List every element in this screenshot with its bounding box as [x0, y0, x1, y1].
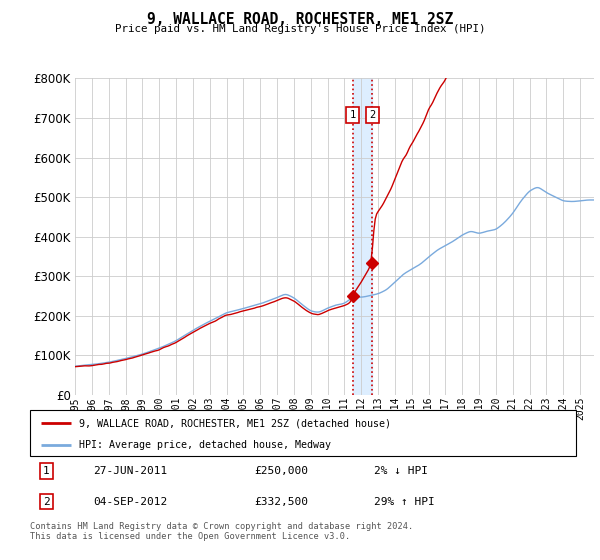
Text: Price paid vs. HM Land Registry's House Price Index (HPI): Price paid vs. HM Land Registry's House …	[115, 24, 485, 34]
Text: 2% ↓ HPI: 2% ↓ HPI	[374, 466, 428, 476]
Text: Contains HM Land Registry data © Crown copyright and database right 2024.
This d: Contains HM Land Registry data © Crown c…	[30, 522, 413, 542]
Text: £332,500: £332,500	[254, 497, 308, 507]
Text: HPI: Average price, detached house, Medway: HPI: Average price, detached house, Medw…	[79, 440, 331, 450]
Text: 2: 2	[43, 497, 50, 507]
Bar	[353, 78, 373, 395]
Text: 04-SEP-2012: 04-SEP-2012	[93, 497, 167, 507]
Text: 27-JUN-2011: 27-JUN-2011	[93, 466, 167, 476]
Text: 1: 1	[349, 110, 356, 120]
Text: 9, WALLACE ROAD, ROCHESTER, ME1 2SZ (detached house): 9, WALLACE ROAD, ROCHESTER, ME1 2SZ (det…	[79, 418, 391, 428]
Text: 1: 1	[43, 466, 50, 476]
Text: 2: 2	[370, 110, 376, 120]
Text: £250,000: £250,000	[254, 466, 308, 476]
Text: 9, WALLACE ROAD, ROCHESTER, ME1 2SZ: 9, WALLACE ROAD, ROCHESTER, ME1 2SZ	[147, 12, 453, 27]
Text: 29% ↑ HPI: 29% ↑ HPI	[374, 497, 435, 507]
